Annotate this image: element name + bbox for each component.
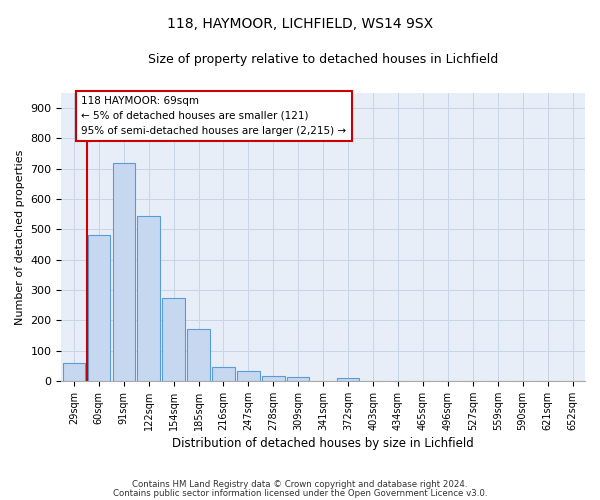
Bar bbox=[88, 236, 110, 381]
Bar bbox=[287, 376, 310, 381]
Bar bbox=[212, 367, 235, 381]
Bar bbox=[137, 216, 160, 381]
Text: 118 HAYMOOR: 69sqm
← 5% of detached houses are smaller (121)
95% of semi-detache: 118 HAYMOOR: 69sqm ← 5% of detached hous… bbox=[82, 96, 346, 136]
Y-axis label: Number of detached properties: Number of detached properties bbox=[15, 150, 25, 324]
Bar bbox=[337, 378, 359, 381]
Bar bbox=[187, 328, 210, 381]
Bar bbox=[113, 162, 135, 381]
Title: Size of property relative to detached houses in Lichfield: Size of property relative to detached ho… bbox=[148, 52, 499, 66]
Text: Contains public sector information licensed under the Open Government Licence v3: Contains public sector information licen… bbox=[113, 489, 487, 498]
Text: 118, HAYMOOR, LICHFIELD, WS14 9SX: 118, HAYMOOR, LICHFIELD, WS14 9SX bbox=[167, 18, 433, 32]
Bar bbox=[262, 376, 284, 381]
Text: Contains HM Land Registry data © Crown copyright and database right 2024.: Contains HM Land Registry data © Crown c… bbox=[132, 480, 468, 489]
X-axis label: Distribution of detached houses by size in Lichfield: Distribution of detached houses by size … bbox=[172, 437, 474, 450]
Bar bbox=[237, 371, 260, 381]
Bar bbox=[163, 298, 185, 381]
Bar bbox=[62, 362, 85, 381]
